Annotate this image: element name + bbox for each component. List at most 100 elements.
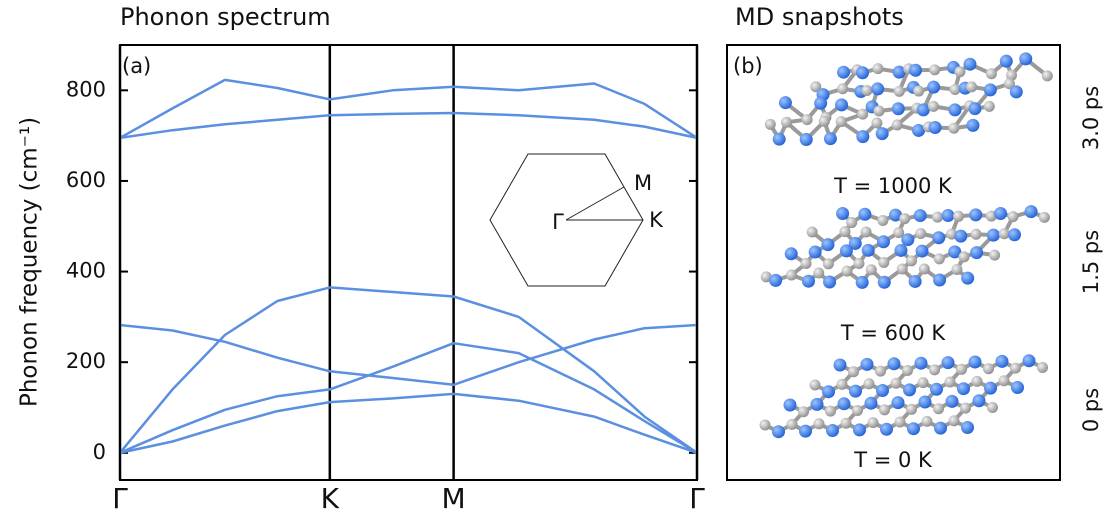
atom-blue [946,395,959,408]
atom-gray [837,379,848,390]
frame-a [120,45,697,480]
atom-gray [915,228,926,239]
x-tick-label: M [442,482,466,515]
atom-blue [811,398,824,411]
atom-blue [853,423,866,436]
atom-gray [933,403,944,414]
atom-gray [986,68,997,79]
atom-gray [878,257,889,268]
atom-blue [835,98,848,111]
atom-gray [841,418,852,429]
temperature: T = 1000 K [833,174,953,198]
atom-gray [786,270,797,281]
atom-blue [769,274,782,287]
inset-label: K [649,208,664,232]
atom-blue [800,133,813,146]
atom-blue [802,275,815,288]
atom-gray [872,63,883,74]
atom-blue [984,382,997,395]
snapshots [760,52,1053,438]
atom-gray [956,364,967,375]
atom-gray [899,213,910,224]
atom-blue [909,275,922,288]
atom-blue [961,421,974,434]
y-tick-label: 600 [66,168,106,192]
band [120,80,697,138]
atom-gray [928,101,939,112]
atom-gray [871,117,882,128]
atom-gray [853,258,864,269]
atom-blue [877,235,890,248]
atom-blue [914,209,927,222]
atom-blue [862,244,875,257]
inset-label: M [634,171,652,195]
atom-gray [839,226,850,237]
gamma-m [566,187,624,220]
atom-blue [901,233,914,246]
atom-gray [922,416,933,427]
atom-gray [958,251,969,262]
atom-blue [821,238,834,251]
atom-gray [765,119,776,130]
atom-blue [822,385,835,398]
atom-blue [865,397,878,410]
atom-gray [874,105,885,116]
atom-blue [814,97,827,110]
y-tick-label: 800 [66,77,106,101]
atom-gray [960,403,971,414]
atom-blue [871,82,884,95]
time: 3.0 ps [1079,86,1103,150]
atom-blue [942,209,955,222]
atom-gray [1039,212,1050,223]
atom-blue [934,422,947,435]
atom-gray [906,404,917,415]
atom-gray [848,366,859,377]
atom-blue [932,231,945,244]
atom-blue [1000,55,1013,68]
atom-blue [969,208,982,221]
atom-blue [942,356,955,369]
atom-blue [838,397,851,410]
atom-gray [929,364,940,375]
atom-gray [810,380,821,391]
atom-gray [866,264,877,275]
atom-blue [856,130,869,143]
atom-blue [1010,85,1023,98]
band [120,113,697,138]
atom-blue [954,230,967,243]
atom-blue [826,424,839,437]
atom-gray [798,406,809,417]
atom-blue [809,246,822,259]
atom-gray [951,264,962,275]
atom-blue [987,229,1000,242]
atom-blue [876,127,889,140]
atom-gray [842,266,853,277]
atom-blue [916,245,929,258]
atom-blue [892,102,905,115]
atom-gray [999,228,1010,239]
atom-blue [907,422,920,435]
atom-blue [966,119,979,132]
atom-blue [915,357,928,370]
atom-blue [961,272,974,285]
atom-blue [824,132,837,145]
atom-gray [802,114,813,125]
temperature: T = 600 K [840,321,947,345]
atom-gray [823,258,834,269]
atom-gray [984,101,995,112]
atom-blue [784,399,797,412]
time: 1.5 ps [1079,230,1103,294]
atom-gray [825,406,836,417]
atom-blue [823,275,836,288]
atom-blue [837,66,850,79]
atom-gray [983,363,994,374]
atom-gray [813,267,824,278]
atom-blue [930,383,943,396]
brillouin-zone [490,154,643,286]
atom-blue [903,383,916,396]
atom-gray [864,378,875,389]
atom-gray [949,415,960,426]
panel-label: (a) [122,54,151,78]
y-tick-label: 400 [66,259,106,283]
y-tick-label: 0 [93,440,106,464]
